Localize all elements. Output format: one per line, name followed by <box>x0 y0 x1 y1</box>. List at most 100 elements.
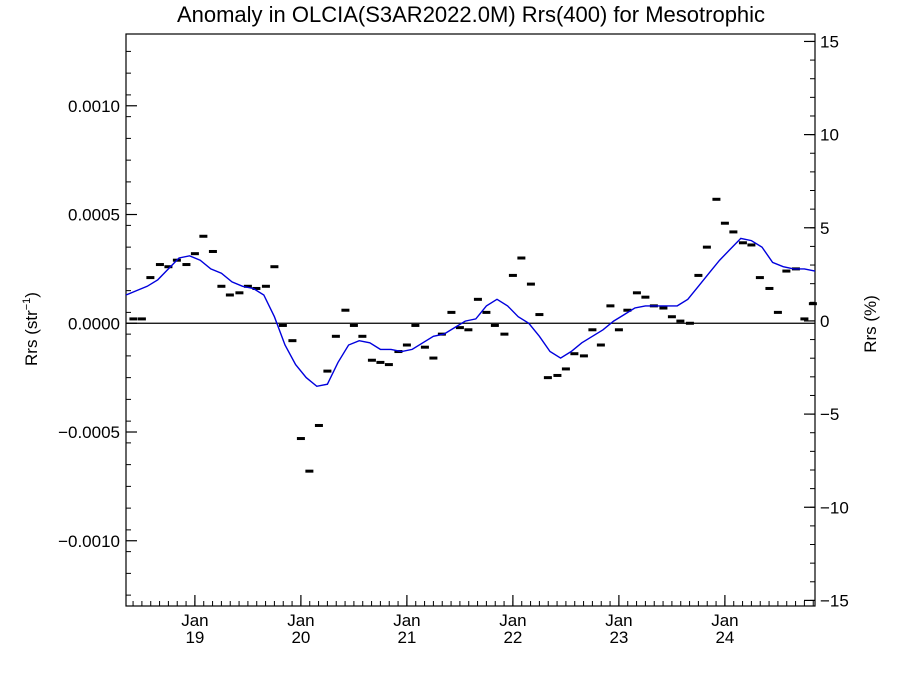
anomaly-point <box>543 376 552 380</box>
anomaly-point <box>155 263 164 267</box>
anomaly-point <box>500 332 509 336</box>
plot-area <box>125 33 816 607</box>
x-tick-month: Jan <box>393 611 420 630</box>
anomaly-point <box>712 197 721 201</box>
anomaly-point <box>659 306 668 310</box>
right-tick-label: 15 <box>820 32 839 51</box>
anomaly-point <box>225 293 234 297</box>
x-tick-year: 24 <box>715 628 734 647</box>
anomaly-point <box>252 286 261 290</box>
x-tick-month: Jan <box>605 611 632 630</box>
anomaly-point <box>623 308 632 312</box>
anomaly-point <box>199 234 208 238</box>
anomaly-point <box>614 328 623 332</box>
anomaly-point <box>579 354 588 358</box>
anomaly-point <box>517 256 526 260</box>
anomaly-point <box>685 321 694 325</box>
left-tick-label: −0.0010 <box>58 532 120 551</box>
running-mean <box>125 237 816 388</box>
running-mean-line <box>125 237 816 388</box>
x-tick-year: 22 <box>503 628 522 647</box>
anomaly-point <box>782 269 791 273</box>
anomaly-point <box>702 245 711 249</box>
left-tick-label: −0.0005 <box>58 423 120 442</box>
anomaly-point <box>667 315 676 319</box>
right-tick-label: 10 <box>820 126 839 145</box>
anomaly-point <box>278 323 287 327</box>
left-axis-label: Rrs (str−1) <box>21 292 41 366</box>
x-tick-year: 23 <box>609 628 628 647</box>
chart-title: Anomaly in OLCIA(S3AR2022.0M) Rrs(400) f… <box>177 2 765 27</box>
x-tick-month: Jan <box>499 611 526 630</box>
anomaly-point <box>146 276 155 280</box>
anomaly-point <box>349 323 358 327</box>
anomaly-point <box>288 339 297 343</box>
anomaly-point <box>606 304 615 308</box>
anomaly-points <box>129 197 817 473</box>
left-tick-label: 0.0010 <box>68 97 120 116</box>
anomaly-point <box>808 302 817 306</box>
anomaly-point <box>420 345 429 349</box>
anomaly-point <box>464 328 473 332</box>
anomaly-point <box>553 373 562 377</box>
left-tick-label: 0.0000 <box>68 314 120 333</box>
anomaly-point <box>182 263 191 267</box>
x-tick-month: Jan <box>711 611 738 630</box>
anomaly-point <box>314 423 323 427</box>
anomaly-point <box>217 284 226 288</box>
anomaly-point <box>402 343 411 347</box>
left-tick-label: 0.0005 <box>68 206 120 225</box>
anomaly-point <box>526 282 535 286</box>
anomaly-point <box>323 369 332 373</box>
axes: 0.0010 0.0005 0.0000 −0.0005 −0.0010 15 10 5 0 −5… <box>58 32 849 647</box>
right-tick-label: 5 <box>820 219 829 238</box>
anomaly-point <box>632 291 641 295</box>
anomaly-point <box>455 326 464 330</box>
right-tick-label: −15 <box>820 591 849 610</box>
right-tick-label: −10 <box>820 498 849 517</box>
anomaly-point <box>738 241 747 245</box>
anomaly-point <box>208 249 217 253</box>
x-tick-year: 20 <box>291 628 310 647</box>
anomaly-point <box>596 343 605 347</box>
anomaly-point <box>296 437 305 441</box>
anomaly-point <box>243 284 252 288</box>
anomaly-point <box>482 310 491 314</box>
anomaly-point <box>765 286 774 290</box>
anomaly-point <box>358 334 367 338</box>
anomaly-point <box>561 367 570 371</box>
anomaly-point <box>447 310 456 314</box>
anomaly-point <box>190 252 199 256</box>
anomaly-point <box>641 295 650 299</box>
anomaly-point <box>164 265 173 269</box>
anomaly-point <box>235 291 244 295</box>
anomaly-point <box>137 317 146 321</box>
anomaly-point <box>305 469 314 473</box>
x-tick-month: Jan <box>181 611 208 630</box>
anomaly-point <box>720 221 729 225</box>
right-tick-label: −5 <box>820 405 839 424</box>
anomaly-point <box>384 363 393 367</box>
anomaly-point <box>270 265 279 269</box>
anomaly-point <box>755 276 764 280</box>
x-tick-year: 21 <box>397 628 416 647</box>
anomaly-point <box>261 284 270 288</box>
anomaly-point <box>800 317 809 321</box>
x-tick-year: 19 <box>185 628 204 647</box>
plot-frame <box>125 33 816 607</box>
anomaly-point <box>341 308 350 312</box>
anomaly-point <box>376 360 385 364</box>
anomaly-point <box>411 323 420 327</box>
right-axis-label: Rrs (%) <box>861 295 880 353</box>
right-tick-label: 0 <box>820 312 829 331</box>
anomaly-point <box>773 310 782 314</box>
anomaly-point <box>331 334 340 338</box>
anomaly-point <box>729 230 738 234</box>
anomaly-point <box>429 356 438 360</box>
anomaly-point <box>747 243 756 247</box>
anomaly-point <box>694 273 703 277</box>
anomaly-point <box>473 297 482 301</box>
x-tick-month: Jan <box>287 611 314 630</box>
anomaly-point <box>570 352 579 356</box>
anomaly-point <box>676 319 685 323</box>
